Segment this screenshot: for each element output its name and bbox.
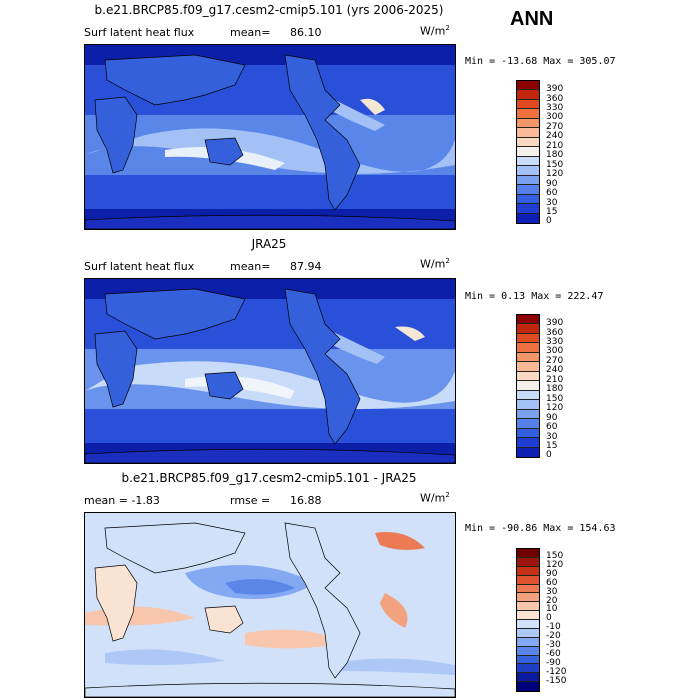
tick-label: 60: [546, 188, 558, 198]
tick-label: 90: [546, 569, 558, 579]
tick-label: 300: [546, 346, 564, 356]
tick-label: 10: [546, 604, 558, 614]
range-text-diff: Min = -90.86 Max = 154.63: [465, 523, 616, 534]
tick-label: 15: [546, 441, 558, 451]
continent-africa: [94, 96, 138, 174]
continent-americas: [284, 54, 361, 211]
variable-label-obs: Surf latent heat flux: [84, 260, 195, 273]
colorbar-model: [516, 80, 540, 224]
tick-label: 330: [546, 337, 564, 347]
tick-label: 30: [546, 432, 558, 442]
tick-label: 15: [546, 207, 558, 217]
continent-asia: [104, 54, 246, 106]
map-diff: [84, 512, 456, 698]
tick-label: 240: [546, 365, 564, 375]
tick-label: 180: [546, 150, 564, 160]
tick-label: -20: [546, 631, 561, 641]
tick-label: 60: [546, 422, 558, 432]
tick-label: 390: [546, 318, 564, 328]
panel-title-model: b.e21.BRCP85.f09_g17.cesm2-cmip5.101 (yr…: [94, 3, 444, 17]
units-label-obs: W/m2: [420, 257, 450, 271]
tick-label: 60: [546, 578, 558, 588]
colorbar-diff: [516, 548, 540, 692]
range-text-obs: Min = 0.13 Max = 222.47: [465, 291, 604, 302]
tick-label: -90: [546, 658, 561, 668]
tick-label: 180: [546, 384, 564, 394]
units-label-diff: W/m2: [420, 491, 450, 505]
mean-value-obs: 87.94: [290, 260, 322, 273]
tick-label: 120: [546, 169, 564, 179]
mean-value-model: 86.10: [290, 26, 322, 39]
rmse-label-diff: rmse =: [230, 494, 271, 507]
tick-label: -60: [546, 649, 561, 659]
tick-label: 270: [546, 356, 564, 366]
tick-label: 360: [546, 94, 564, 104]
units-label-model: W/m2: [420, 24, 450, 38]
tick-label: 240: [546, 131, 564, 141]
tick-label: 90: [546, 413, 558, 423]
tick-label: 120: [546, 560, 564, 570]
tick-label: 120: [546, 403, 564, 413]
tick-label: 300: [546, 112, 564, 122]
mean-label-obs: mean=: [230, 260, 271, 273]
map-model: [84, 44, 456, 230]
tick-label: 390: [546, 84, 564, 94]
season-label: ANN: [510, 8, 554, 30]
variable-label-model: Surf latent heat flux: [84, 26, 195, 39]
mean-label-diff: mean = -1.83: [84, 494, 160, 507]
tick-label: 0: [546, 613, 552, 623]
tick-label: 210: [546, 141, 564, 151]
tick-label: -30: [546, 640, 561, 650]
colorbar-obs: [516, 314, 540, 458]
rmse-value-diff: 16.88: [290, 494, 322, 507]
tick-label: 30: [546, 198, 558, 208]
tick-label: 30: [546, 587, 558, 597]
tick-label: 150: [546, 394, 564, 404]
tick-label: 20: [546, 596, 558, 606]
tick-label: 210: [546, 375, 564, 385]
tick-label: 360: [546, 328, 564, 338]
tick-label: 90: [546, 179, 558, 189]
tick-label: 0: [546, 216, 552, 226]
continent-australia: [204, 137, 244, 166]
tick-label: -10: [546, 622, 561, 632]
panel-title-diff: b.e21.BRCP85.f09_g17.cesm2-cmip5.101 - J…: [121, 471, 417, 485]
panel-title-obs: JRA25: [251, 237, 287, 251]
continent-antarctica: [85, 214, 455, 229]
mean-label-model: mean=: [230, 26, 271, 39]
tick-label: 150: [546, 160, 564, 170]
tick-label: 150: [546, 551, 564, 561]
tick-label: 0: [546, 450, 552, 460]
map-obs: [84, 278, 456, 464]
tick-label: 270: [546, 122, 564, 132]
tick-label: -150: [546, 676, 567, 686]
tick-label: 330: [546, 103, 564, 113]
tick-label: -120: [546, 667, 567, 677]
range-text-model: Min = -13.68 Max = 305.07: [465, 56, 616, 67]
